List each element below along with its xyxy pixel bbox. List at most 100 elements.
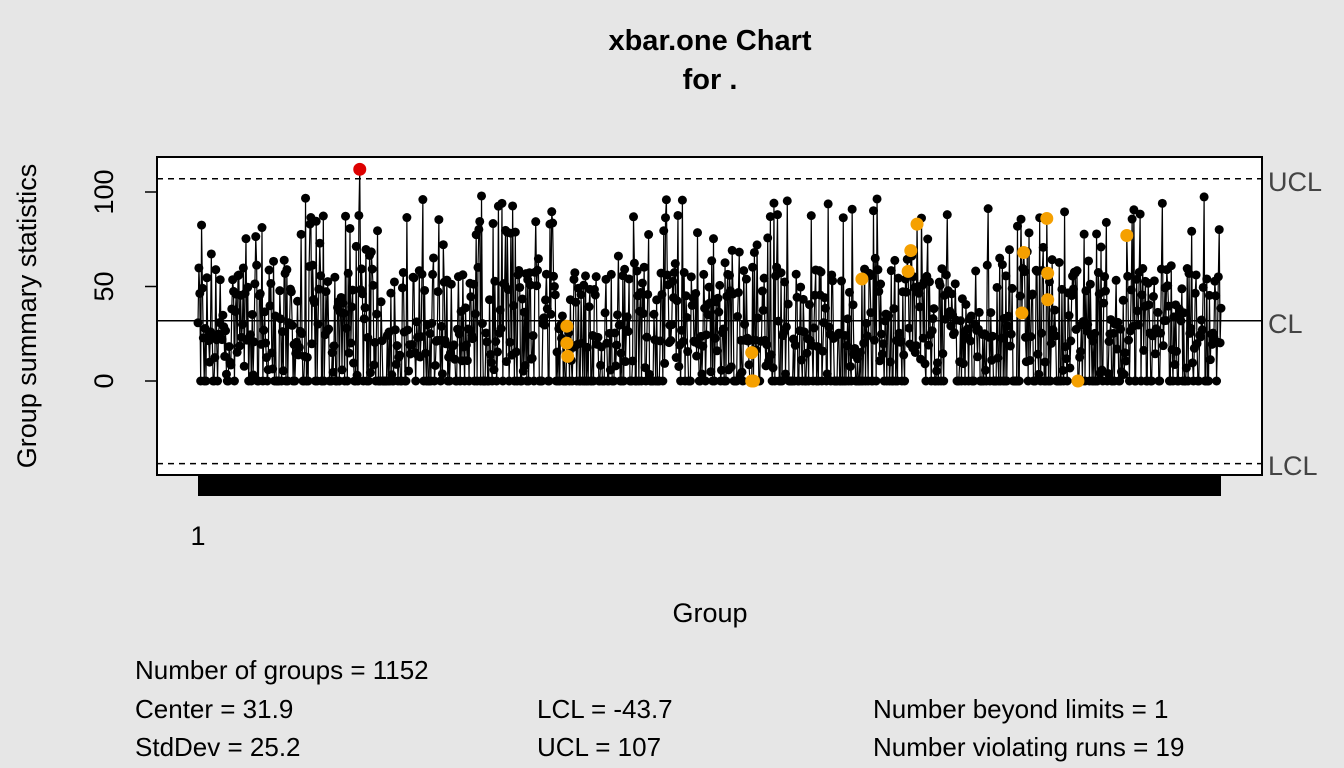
data-point: [307, 339, 317, 349]
data-point: [520, 361, 530, 370]
data-point: [386, 288, 396, 298]
data-point: [707, 256, 717, 266]
data-point: [901, 287, 911, 297]
data-point: [252, 260, 262, 270]
data-point: [517, 294, 527, 304]
data-point: [657, 289, 667, 299]
data-point: [996, 333, 1006, 343]
data-point: [1061, 354, 1071, 364]
data-point: [363, 333, 373, 343]
data-point: [682, 313, 692, 322]
x-axis-label: Group: [672, 598, 747, 628]
data-point: [796, 355, 806, 365]
data-point: [1192, 339, 1202, 349]
data-point: [762, 340, 772, 350]
data-point: [533, 265, 543, 275]
data-point: [1058, 365, 1068, 375]
data-point: [923, 234, 933, 244]
data-point: [221, 326, 231, 336]
data-point: [629, 212, 639, 222]
data-point: [505, 337, 515, 347]
violating-run-point: [1041, 266, 1055, 280]
data-point: [1046, 338, 1056, 348]
data-point: [726, 362, 736, 372]
data-point: [1060, 207, 1070, 217]
data-point: [552, 347, 562, 357]
data-point: [693, 228, 702, 238]
data-point: [670, 259, 680, 269]
data-point: [509, 301, 519, 311]
chart-subtitle: for .: [683, 64, 738, 96]
data-point: [434, 215, 444, 225]
data-point: [816, 267, 826, 277]
data-point: [1025, 355, 1035, 365]
data-point: [972, 352, 982, 362]
data-point: [261, 338, 271, 348]
data-point: [1150, 349, 1160, 359]
data-point: [610, 328, 620, 338]
cl-label: CL: [1268, 309, 1303, 339]
data-point: [330, 272, 340, 282]
data-point: [313, 319, 323, 329]
data-point: [1149, 276, 1159, 286]
data-point: [437, 369, 447, 379]
data-point: [928, 314, 938, 324]
data-point: [727, 245, 737, 255]
data-point: [820, 303, 830, 313]
data-point: [436, 376, 446, 386]
data-point: [549, 282, 559, 291]
data-point: [1170, 360, 1180, 370]
data-point: [260, 307, 270, 317]
data-point: [328, 367, 338, 377]
data-point: [1157, 198, 1167, 208]
data-point: [491, 337, 501, 346]
data-point: [1002, 376, 1012, 386]
data-point: [1116, 324, 1126, 334]
data-point: [392, 341, 402, 351]
data-point: [462, 356, 472, 366]
data-point: [1050, 305, 1060, 315]
data-point: [473, 262, 483, 272]
data-point: [220, 351, 230, 361]
data-point: [259, 325, 269, 335]
data-point: [596, 360, 606, 370]
data-point: [918, 333, 928, 343]
data-point: [211, 265, 221, 275]
data-point: [342, 376, 352, 386]
data-point: [316, 271, 326, 281]
data-point: [845, 361, 855, 371]
data-point: [450, 354, 460, 364]
data-point: [780, 277, 790, 287]
data-point: [806, 211, 816, 221]
data-point: [639, 262, 649, 272]
data-point: [924, 340, 934, 350]
data-point: [302, 352, 312, 362]
violating-run-point: [1120, 228, 1134, 242]
data-point: [309, 298, 319, 308]
data-point: [889, 304, 899, 314]
data-point: [1103, 368, 1113, 378]
data-point: [315, 238, 325, 248]
data-point: [993, 353, 1003, 363]
data-point: [681, 291, 691, 301]
data-point: [492, 376, 502, 386]
data-point: [511, 347, 521, 357]
data-point: [290, 376, 300, 386]
data-point: [449, 340, 459, 350]
data-point: [910, 347, 920, 357]
data-point: [1040, 357, 1050, 367]
data-point: [349, 358, 359, 368]
data-point: [924, 277, 934, 287]
data-point: [704, 282, 714, 292]
data-point: [914, 288, 924, 298]
data-point: [621, 357, 631, 367]
highlighted-points: [353, 162, 1134, 388]
data-point: [364, 376, 374, 386]
data-point: [643, 289, 653, 299]
data-point: [264, 265, 274, 275]
violating-run-point: [561, 349, 575, 363]
violating-run-point: [560, 319, 574, 333]
data-point: [548, 218, 558, 228]
data-point: [894, 328, 904, 338]
data-point: [848, 300, 858, 310]
